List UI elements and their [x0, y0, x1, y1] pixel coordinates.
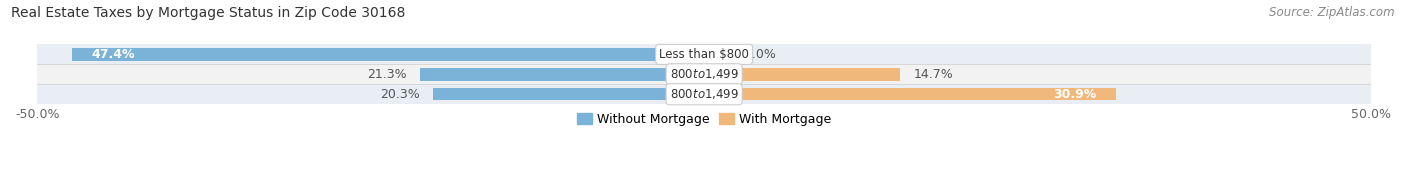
- Legend: Without Mortgage, With Mortgage: Without Mortgage, With Mortgage: [572, 108, 837, 131]
- Bar: [37, 44, 1371, 64]
- Bar: [420, 68, 704, 81]
- Text: 14.7%: 14.7%: [914, 68, 953, 81]
- Text: $800 to $1,499: $800 to $1,499: [669, 67, 738, 81]
- Text: 20.3%: 20.3%: [380, 88, 420, 101]
- Text: 2.0%: 2.0%: [744, 48, 776, 61]
- Bar: [704, 68, 900, 81]
- Text: 30.9%: 30.9%: [1053, 88, 1097, 101]
- Text: Less than $800: Less than $800: [659, 48, 749, 61]
- Bar: [72, 48, 704, 61]
- Bar: [37, 84, 1371, 104]
- Bar: [704, 48, 731, 61]
- Text: 47.4%: 47.4%: [91, 48, 135, 61]
- Text: Real Estate Taxes by Mortgage Status in Zip Code 30168: Real Estate Taxes by Mortgage Status in …: [11, 6, 405, 20]
- Text: 21.3%: 21.3%: [367, 68, 406, 81]
- Bar: [433, 88, 704, 101]
- Text: $800 to $1,499: $800 to $1,499: [669, 87, 738, 101]
- Text: Source: ZipAtlas.com: Source: ZipAtlas.com: [1270, 6, 1395, 19]
- Bar: [704, 88, 1116, 101]
- Bar: [37, 64, 1371, 84]
